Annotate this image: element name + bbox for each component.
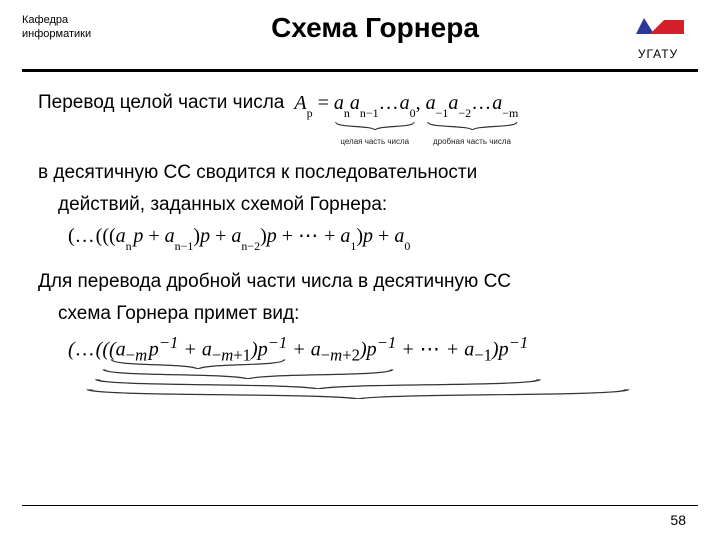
number-representation-formula: Ap = anan−1…a0 целая часть числа , a−1a−… (294, 90, 518, 142)
ugatu-logo-icon (630, 12, 686, 40)
header: Кафедра информатики Схема Горнера УГАТУ (0, 0, 720, 61)
page-number: 58 (670, 512, 686, 528)
fraction-part-group: a−1a−2…a−m дробная часть числа (426, 92, 519, 142)
page-title: Схема Горнера (132, 10, 618, 44)
lhs: Ap (294, 92, 312, 114)
body-line-4: Для перевода дробной части числа в десят… (38, 269, 682, 295)
integer-part-label: целая часть числа (334, 138, 416, 146)
nested-brace-4 (78, 387, 638, 399)
intro-text: Перевод целой части числа (38, 90, 284, 116)
slide: Кафедра информатики Схема Горнера УГАТУ … (0, 0, 720, 540)
underbrace-integer (334, 120, 416, 130)
dept-line-1: Кафедра (22, 14, 132, 28)
intro-row: Перевод целой части числа Ap = anan−1…a0… (38, 90, 682, 142)
body-line-5: схема Горнера примет вид: (38, 301, 682, 327)
integer-part-group: anan−1…a0 целая часть числа (334, 92, 416, 142)
body-line-2: в десятичную СС сводится к последователь… (38, 160, 682, 186)
dept-line-2: информатики (22, 28, 132, 42)
fraction-part-label: дробная часть числа (426, 138, 519, 146)
body-line-3: действий, заданных схемой Горнера: (38, 192, 682, 218)
content: Перевод целой части числа Ap = anan−1…a0… (0, 72, 720, 413)
underbrace-fraction (426, 120, 519, 130)
horner-fraction-block: (…(((a−m p−1 + a−m+1)p−1 + a−m+2)p−1 + ⋯… (68, 333, 682, 413)
bottom-rule (22, 505, 698, 506)
logo-label: УГАТУ (618, 47, 698, 61)
department-label: Кафедра информатики (22, 10, 132, 42)
horner-integer-formula: (…(((an p + an−1)p + an−2)p + ⋯ + a1)p +… (68, 223, 682, 251)
logo-block: УГАТУ (618, 10, 698, 61)
